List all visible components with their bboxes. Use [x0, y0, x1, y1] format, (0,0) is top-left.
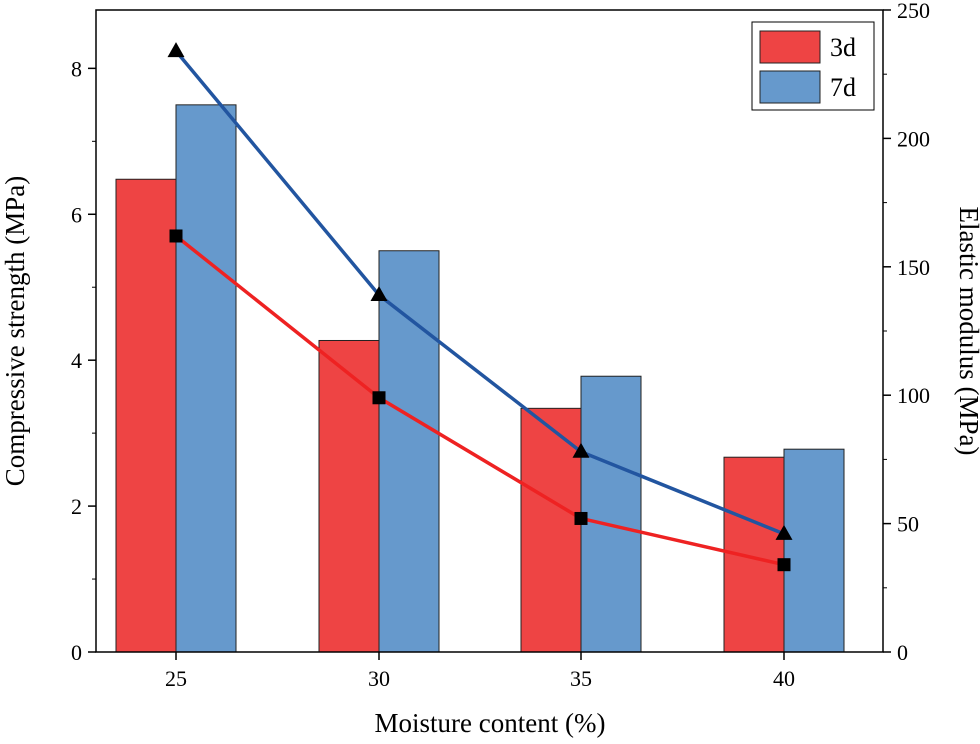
y2-axis-title: Elastic modulus (MPa) — [954, 207, 980, 456]
y2-tick-label-100: 100 — [897, 383, 930, 408]
marker-3d-25 — [169, 229, 183, 243]
bar-3d-25 — [115, 178, 177, 653]
marker-7d-40 — [775, 524, 793, 540]
y2-tick-label-200: 200 — [897, 126, 930, 151]
marker-7d-25 — [167, 42, 185, 58]
x-tick-label-30: 30 — [368, 666, 390, 691]
legend-swatch-7d — [759, 70, 821, 104]
y-tick-label-4: 4 — [71, 348, 82, 373]
lines-layer — [167, 42, 793, 572]
marker-3d-30 — [372, 391, 386, 405]
legend-label-3d: 3d — [830, 33, 856, 62]
y2-tick-label-250: 250 — [897, 0, 930, 23]
bar-7d-40 — [783, 448, 845, 653]
y-tick-label-8: 8 — [71, 56, 82, 81]
marker-3d-35 — [574, 511, 588, 525]
y2-tick-label-150: 150 — [897, 255, 930, 280]
y-tick-label-6: 6 — [71, 202, 82, 227]
bar-7d-25 — [175, 104, 237, 653]
bar-7d-30 — [378, 250, 440, 653]
bars-layer — [115, 104, 845, 653]
line-7d — [174, 49, 785, 536]
bar-3d-30 — [318, 339, 380, 653]
bar-7d-35 — [580, 375, 642, 653]
x-tick-label-25: 25 — [165, 666, 187, 691]
y-tick-label-0: 0 — [71, 640, 82, 665]
legend-swatch-3d — [759, 30, 821, 64]
marker-7d-30 — [370, 286, 388, 302]
x-axis-title: Moisture content (%) — [375, 708, 606, 738]
legend: 3d 7d — [751, 21, 875, 111]
x-tick-label-40: 40 — [773, 666, 795, 691]
marker-3d-40 — [777, 558, 791, 572]
legend-label-7d: 7d — [830, 73, 856, 102]
line-3d — [174, 234, 785, 567]
y-axis-title: Compressive strength (MPa) — [0, 176, 30, 486]
axes-layer: 0 2 4 6 8 0 50 100 150 200 250 25 30 35 40 — [71, 0, 930, 691]
marker-7d-35 — [572, 442, 590, 458]
y-tick-label-2: 2 — [71, 494, 82, 519]
bar-3d-35 — [520, 407, 582, 653]
x-tick-label-35: 35 — [570, 666, 592, 691]
y2-tick-label-0: 0 — [897, 640, 908, 665]
y2-tick-label-50: 50 — [897, 512, 919, 537]
